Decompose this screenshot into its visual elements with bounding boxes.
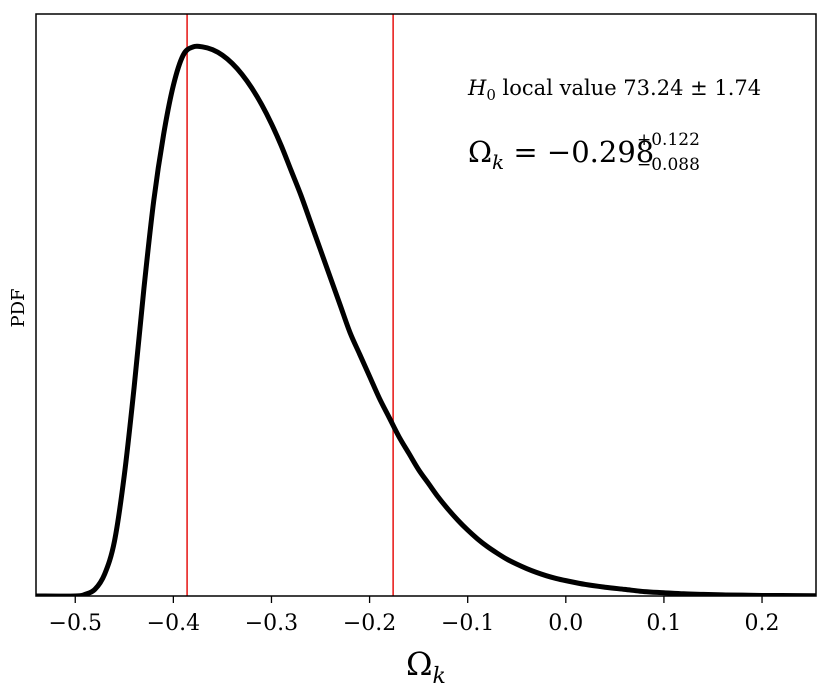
annotation-omega-k: Ωk = −0.298 [468, 135, 654, 174]
y-axis-label: PDF [8, 288, 29, 327]
x-axis-label: Ωk [406, 645, 446, 689]
annotation-lower-error: −0.088 [637, 155, 700, 175]
x-tick-label: 0.2 [745, 611, 780, 636]
x-axis-ticks: −0.5 −0.4 −0.3 −0.2 −0.1 0.0 0.1 0.2 [49, 596, 780, 636]
plot-frame [35, 13, 817, 597]
reference-lines [186, 14, 394, 596]
x-tick-label: −0.4 [147, 611, 200, 636]
x-tick-label: −0.5 [49, 611, 102, 636]
x-tick-label: 0.0 [548, 611, 583, 636]
x-tick-label: −0.2 [343, 611, 396, 636]
pdf-curve [36, 43, 816, 596]
annotation-upper-error: +0.122 [637, 130, 700, 150]
x-tick-label: 0.1 [646, 611, 681, 636]
x-tick-label: −0.3 [245, 611, 298, 636]
x-tick-label: −0.1 [441, 611, 494, 636]
annotation-h0: H0 local value 73.24 ± 1.74 [467, 76, 761, 104]
